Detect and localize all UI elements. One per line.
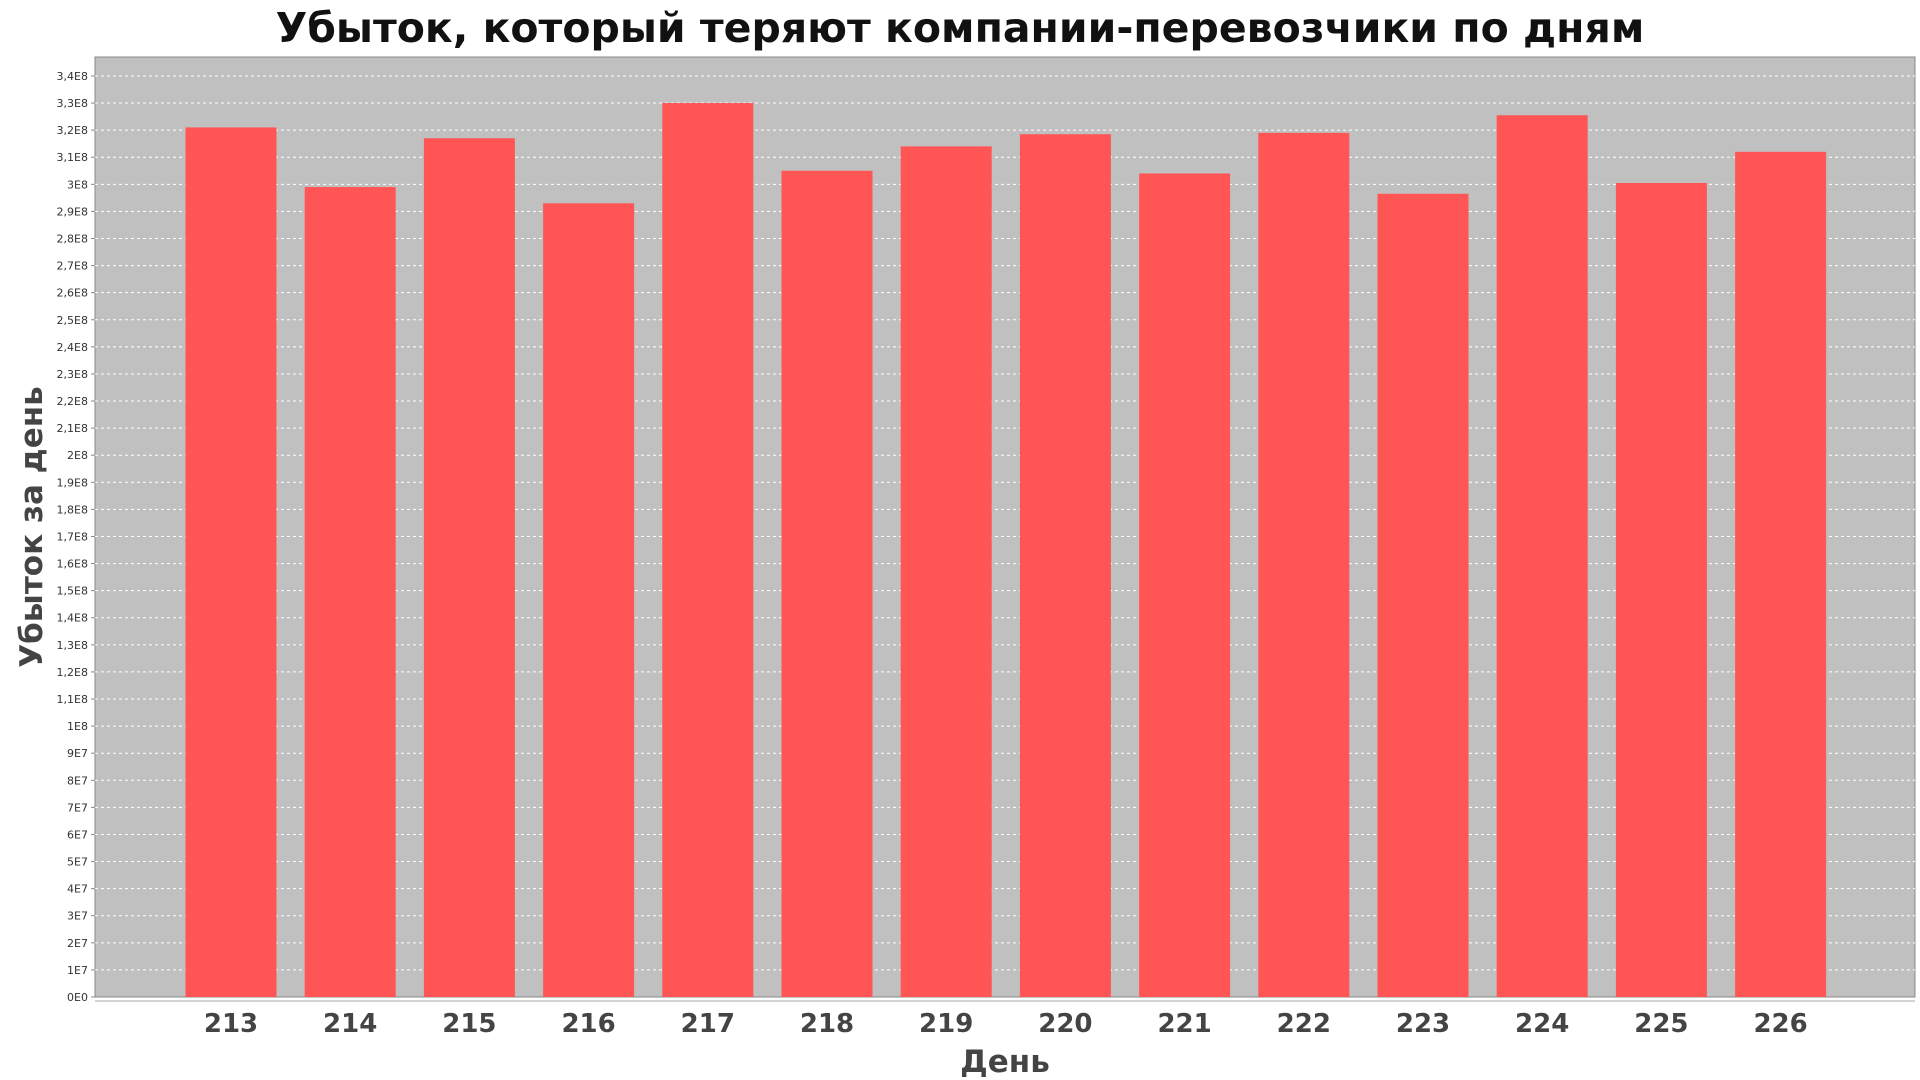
x-axis-label: День (960, 1044, 1050, 1080)
y-axis-label: Убыток за день (14, 386, 50, 667)
bar-223 (1377, 193, 1469, 997)
x-tick-label: 213 (204, 1009, 258, 1039)
y-tick-label: 6E7 (67, 828, 88, 841)
y-tick-label: 1,7E8 (57, 530, 88, 543)
y-tick-label: 1,5E8 (57, 585, 88, 598)
y-tick-label: 3,3E8 (57, 97, 88, 110)
y-tick-label: 2,8E8 (57, 232, 88, 245)
bar-219 (900, 146, 992, 998)
bar-216 (543, 203, 635, 998)
plot-background (94, 56, 1916, 998)
bar-221 (1139, 173, 1231, 998)
y-tick-label: 2,9E8 (57, 205, 88, 218)
y-tick-label: 1,2E8 (57, 666, 88, 679)
y-tick-label: 8E7 (67, 774, 88, 787)
x-tick-label: 224 (1515, 1009, 1569, 1039)
bar-224 (1496, 115, 1588, 998)
y-tick-label: 2,7E8 (57, 260, 88, 273)
y-tick-label: 1E8 (67, 720, 88, 733)
bar-213 (185, 127, 277, 998)
y-tick-label: 2E8 (67, 449, 88, 462)
y-tick-label: 2,6E8 (57, 287, 88, 300)
y-tick-label: 2E7 (67, 937, 88, 950)
y-tick-label: 3E7 (67, 910, 88, 923)
y-tick-label: 9E7 (67, 747, 88, 760)
x-tick-label: 215 (442, 1009, 496, 1039)
y-tick-label: 1,3E8 (57, 639, 88, 652)
y-tick-label: 2,5E8 (57, 314, 88, 327)
x-tick-label: 221 (1157, 1009, 1211, 1039)
y-tick-label: 2,2E8 (57, 395, 88, 408)
y-tick-label: 3E8 (67, 178, 88, 191)
y-tick-label: 1,1E8 (57, 693, 88, 706)
x-tick-label: 214 (323, 1009, 377, 1039)
y-axis-ticks: 0E0 1E7 2E7 3E7 4E7 5E7 6E7 7E7 8E7 9E7 1E8 1,1E8 1,… (57, 70, 95, 1004)
y-tick-label: 1E7 (67, 964, 88, 977)
x-tick-label: 223 (1396, 1009, 1450, 1039)
y-tick-label: 7E7 (67, 801, 88, 814)
y-tick-label: 1,6E8 (57, 558, 88, 571)
x-tick-label: 216 (561, 1009, 615, 1039)
y-tick-label: 1,4E8 (57, 612, 88, 625)
x-tick-label: 222 (1277, 1009, 1331, 1039)
y-tick-label: 3,1E8 (57, 151, 88, 164)
bar-222 (1258, 132, 1350, 997)
y-tick-label: 2,3E8 (57, 368, 88, 381)
bar-215 (423, 138, 515, 997)
x-tick-label: 226 (1753, 1009, 1807, 1039)
y-tick-label: 1,9E8 (57, 476, 88, 489)
y-tick-label: 4E7 (67, 883, 88, 896)
bars (185, 103, 1827, 998)
y-tick-label: 5E7 (67, 856, 88, 869)
y-tick-label: 1,8E8 (57, 503, 88, 516)
y-tick-label: 3,2E8 (57, 124, 88, 137)
bar-225 (1615, 182, 1707, 997)
x-tick-label: 217 (681, 1009, 735, 1039)
bar-217 (662, 103, 754, 997)
x-tick-label: 218 (800, 1009, 854, 1039)
bar-226 (1735, 151, 1827, 997)
chart-title: Убыток, который теряют компании-перевозч… (275, 4, 1645, 52)
plot-area (94, 56, 1916, 998)
bar-214 (304, 187, 396, 998)
y-tick-label: 2,4E8 (57, 341, 88, 354)
x-tick-label: 225 (1634, 1009, 1688, 1039)
y-tick-label: 2,1E8 (57, 422, 88, 435)
bar-218 (781, 170, 873, 998)
x-axis-ticks: 213 214 215 216 217 218 219 220 221 222 223 224 225 2… (95, 1000, 1915, 1039)
y-tick-label: 0E0 (67, 991, 88, 1004)
x-tick-label: 220 (1038, 1009, 1092, 1039)
y-tick-label: 3,4E8 (57, 70, 88, 83)
x-tick-label: 219 (919, 1009, 973, 1039)
bar-220 (1019, 134, 1111, 998)
